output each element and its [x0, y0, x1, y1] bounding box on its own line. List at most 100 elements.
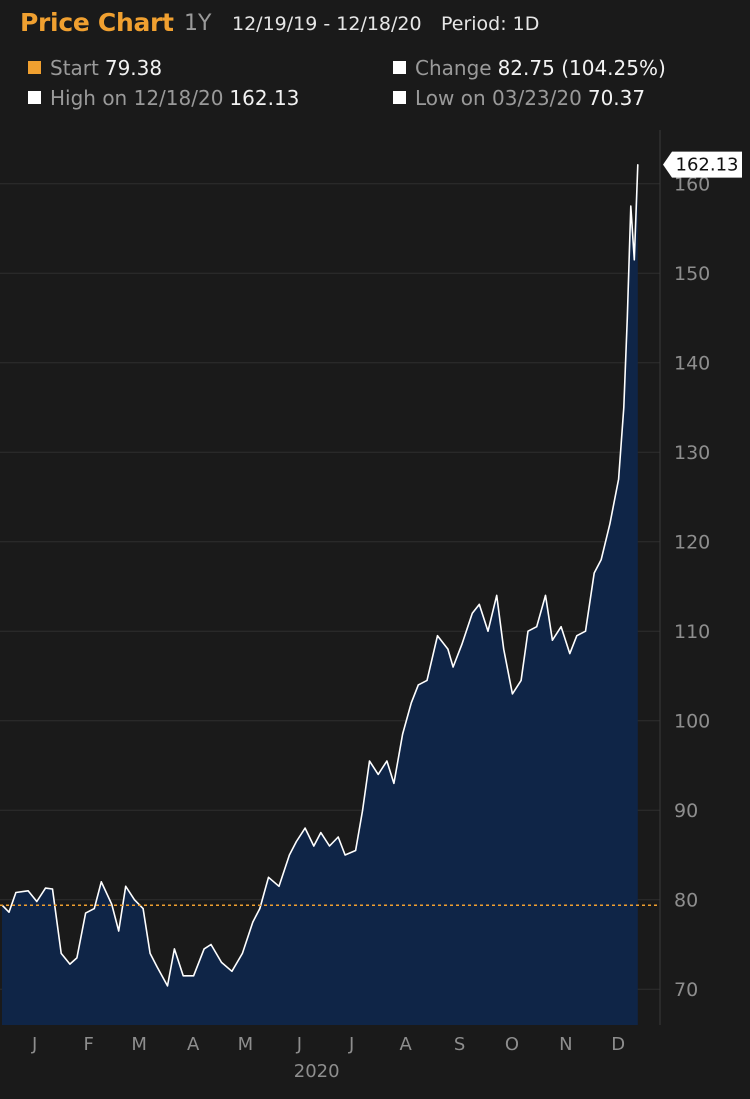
data-point — [44, 887, 47, 889]
data-point — [182, 975, 184, 977]
data-point — [593, 572, 595, 574]
stat-high: High on 12/18/20 162.13 — [28, 86, 299, 110]
data-point — [386, 760, 388, 762]
x-axis: J F M A M J J A S O N D 2020 — [31, 1034, 625, 1082]
data-point — [377, 773, 379, 776]
x-tick-label: S — [454, 1034, 465, 1055]
data-point — [231, 970, 233, 972]
data-point — [166, 985, 169, 987]
data-point — [354, 849, 357, 852]
data-point — [252, 921, 254, 923]
y-tick-label: 110 — [674, 621, 710, 643]
data-point — [478, 603, 480, 605]
data-point — [76, 957, 78, 959]
y-tick-label: 130 — [674, 442, 710, 464]
data-point — [471, 612, 473, 614]
white-square-icon — [393, 91, 406, 104]
stat-low: Low on 03/23/20 70.37 — [393, 86, 645, 110]
data-point — [118, 930, 120, 932]
y-tick-label: 150 — [674, 263, 710, 285]
chart-title: Price Chart — [20, 8, 174, 37]
stat-start-value: 79.38 — [104, 56, 163, 80]
stat-high-value: 162.13 — [229, 86, 300, 110]
data-point — [368, 760, 371, 762]
data-point — [623, 406, 625, 409]
x-tick-label: M — [131, 1034, 147, 1055]
data-point — [328, 845, 331, 847]
stat-low-value: 70.37 — [587, 86, 646, 110]
last-value-flag: 162.13 — [663, 151, 742, 178]
data-point — [461, 644, 463, 646]
data-point — [125, 885, 127, 887]
data-point — [27, 890, 29, 892]
data-point — [402, 733, 404, 735]
data-point — [15, 891, 17, 894]
data-point — [626, 317, 628, 319]
y-tick-label: 140 — [674, 353, 710, 375]
price-area-fill — [2, 164, 638, 1026]
white-square-icon — [393, 61, 406, 74]
data-point — [60, 952, 62, 955]
data-point — [560, 626, 562, 628]
data-point — [241, 952, 243, 955]
data-point — [93, 908, 95, 910]
data-point — [576, 635, 578, 637]
data-point — [426, 679, 428, 682]
data-point — [278, 885, 280, 887]
data-point — [259, 908, 261, 910]
data-point — [85, 912, 87, 914]
white-square-icon — [28, 91, 41, 104]
data-point — [584, 630, 587, 632]
data-point — [447, 648, 449, 650]
y-tick-label: 120 — [674, 532, 710, 554]
date-range: 12/19/19 - 12/18/20 — [232, 13, 422, 35]
x-tick-label: A — [187, 1034, 200, 1055]
x-tick-label: M — [238, 1034, 254, 1055]
data-point — [637, 164, 639, 166]
data-point — [487, 630, 489, 632]
y-tick-label: 90 — [674, 800, 698, 822]
data-point — [618, 478, 620, 480]
data-point — [511, 693, 513, 695]
orange-square-icon — [28, 61, 41, 74]
data-point — [569, 652, 571, 655]
data-point — [496, 594, 498, 597]
range-selector[interactable]: 1Y — [184, 11, 212, 36]
data-point — [551, 639, 554, 641]
data-point — [320, 831, 322, 834]
data-point — [417, 684, 419, 686]
y-axis: 70 80 90 100 110 120 130 140 150 160 — [674, 174, 710, 1002]
data-point — [609, 523, 611, 525]
data-point — [452, 666, 454, 668]
data-point — [337, 836, 339, 838]
data-point — [8, 911, 10, 913]
y-tick-label: 100 — [674, 711, 710, 733]
x-tick-label: J — [348, 1034, 354, 1055]
chart-header: Price Chart 1Y 12/19/19 - 12/18/20 Perio… — [0, 0, 750, 130]
stat-change-label: Change — [415, 56, 492, 80]
data-point — [36, 900, 38, 903]
data-point — [600, 559, 602, 561]
price-line — [1, 164, 639, 987]
data-point — [544, 594, 547, 597]
data-point — [69, 963, 71, 965]
x-tick-label: N — [559, 1034, 572, 1055]
data-point — [51, 888, 54, 890]
data-point — [193, 975, 195, 977]
data-point — [210, 943, 212, 946]
data-point — [220, 961, 223, 963]
data-point — [133, 899, 135, 901]
last-value-label: 162.13 — [676, 155, 739, 176]
stat-start: Start 79.38 — [28, 56, 162, 80]
data-point — [267, 876, 270, 878]
last-value-flag-shape — [663, 151, 742, 178]
data-point — [156, 966, 158, 968]
data-point — [111, 903, 113, 905]
y-tick-label: 80 — [674, 890, 698, 912]
stat-change: Change 82.75 (104.25%) — [393, 56, 666, 80]
data-point — [520, 679, 522, 682]
data-point — [527, 630, 529, 632]
data-point — [393, 782, 395, 784]
data-point — [313, 845, 315, 847]
